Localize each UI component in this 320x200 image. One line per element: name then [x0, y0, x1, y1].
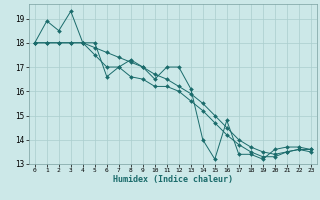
X-axis label: Humidex (Indice chaleur): Humidex (Indice chaleur) [113, 175, 233, 184]
